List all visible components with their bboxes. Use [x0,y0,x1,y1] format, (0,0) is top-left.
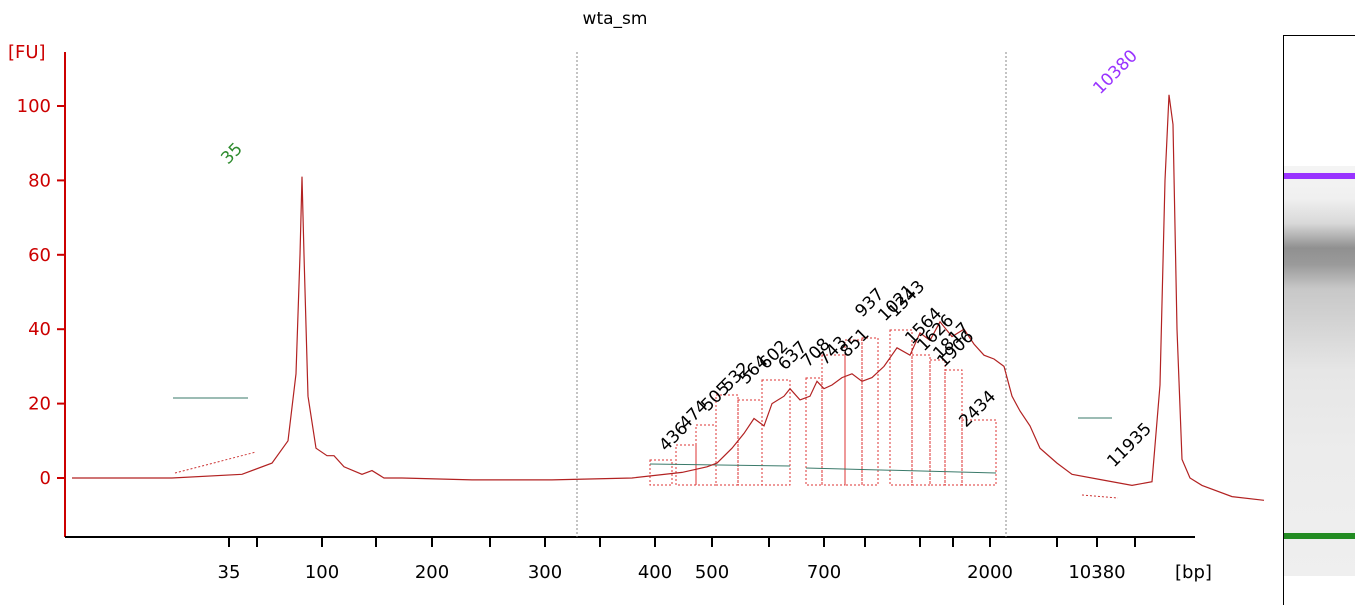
peak-region [821,354,846,486]
peak-region [649,459,673,486]
y-tick-label: 60 [28,245,51,266]
peak-region [695,424,717,486]
region-baseline [649,463,791,467]
peak-label: 10380 [1089,46,1141,98]
y-tick-label: 80 [28,170,51,191]
axes [64,52,1195,538]
x-tick-label: 400 [638,562,672,583]
peak-region [944,369,963,486]
peak-region [861,337,879,486]
y-tick-label: 40 [28,319,51,340]
y-ticks: 0 20 40 60 80 100 [17,96,65,489]
x-tick-label: 2000 [967,562,1013,583]
chart-title: wta_sm [583,9,648,29]
y-tick-label: 20 [28,394,51,415]
peak-label: 35 [217,139,246,168]
x-tick-label: 700 [807,562,841,583]
y-axis-label: [FU] [8,42,46,63]
peak-region [889,329,913,486]
x-axis-label: [bp] [1175,562,1212,583]
y-tick-label: 0 [40,468,51,489]
peak-regions [173,329,1119,499]
trace-line [72,94,1265,501]
peak-region [961,419,997,486]
electropherogram-chart: wta_sm [FU] [bp] 0 20 40 60 80 100 35 100 200 30… [8,9,1265,583]
x-tick-label: 35 [218,562,241,583]
peak-region [929,359,946,486]
peak-label: 11935 [1103,419,1155,471]
marker-fill-line [1081,494,1119,499]
peak-region [911,354,931,486]
peak-region [761,379,791,486]
peak-labels: 3510380436474505532564602637708743851937… [217,46,1155,471]
trace-path [72,94,1265,501]
lower-marker-band [1284,533,1355,539]
x-tick-label: 500 [695,562,729,583]
x-tick-label: 100 [305,562,339,583]
region-baseline [805,467,997,474]
peak-region [737,399,763,486]
upper-marker-band [1284,173,1355,179]
gel-lane [1284,166,1355,576]
y-tick-label: 100 [17,96,51,117]
marker-fill-line [174,451,257,474]
peak-region [715,394,739,486]
x-tick-label: 300 [528,562,562,583]
peak-region [844,339,863,486]
peak-region [805,377,823,486]
gel-image [1283,35,1355,605]
x-tick-label: 200 [415,562,449,583]
x-tick-label: 10380 [1068,562,1125,583]
x-ticks: 35 100 200 300 400 500 700 2000 10380 [218,537,1136,583]
